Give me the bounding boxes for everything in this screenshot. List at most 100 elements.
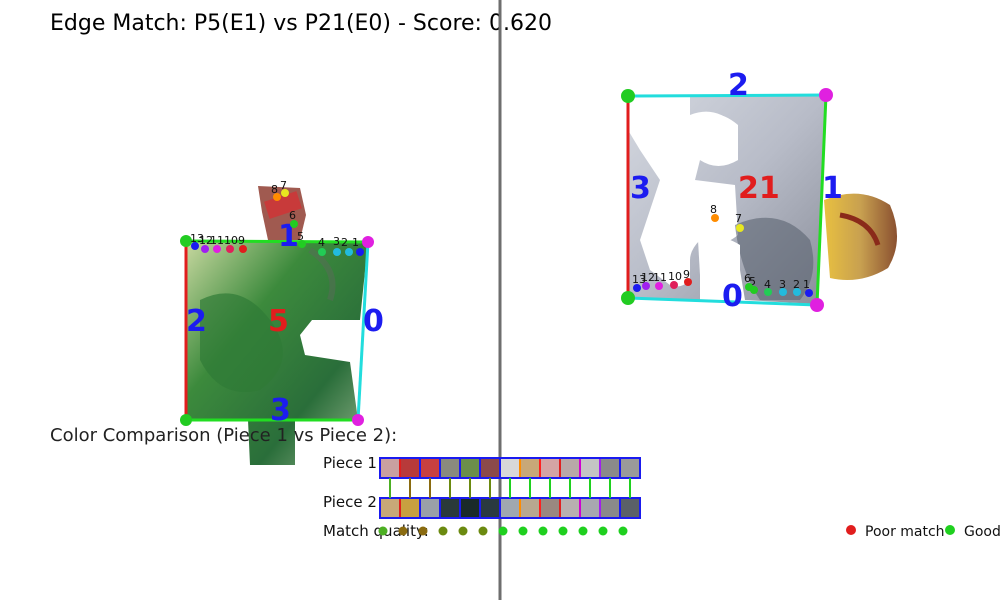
legend-poor-dot [846, 525, 856, 535]
match-quality-dot [459, 527, 468, 536]
left-point-label-1: 1 [352, 236, 359, 249]
piece1-swatch [420, 458, 440, 478]
right-point-label-2: 2 [793, 278, 800, 291]
piece1-swatch [440, 458, 460, 478]
match-quality-dot [399, 527, 408, 536]
piece-left: 0 1 2 3 5 1 2 3 4 5 6 7 8 9 10 [180, 179, 384, 465]
left-point-label-10: 10 [224, 234, 238, 247]
left-point-label-3: 3 [333, 235, 340, 248]
piece2-row-label: Piece 2 [323, 493, 377, 511]
piece2-swatch [560, 498, 580, 518]
right-point-label-9: 9 [683, 268, 690, 281]
color-comparison-panel: Color Comparison (Piece 1 vs Piece 2): P… [50, 425, 640, 540]
right-edge-label-2: 2 [728, 68, 749, 103]
match-quality-dot [559, 527, 568, 536]
right-corner-tr [819, 88, 833, 102]
piece2-swatch [400, 498, 420, 518]
match-quality-dot [419, 527, 428, 536]
match-legend: Poor match Good [846, 524, 1000, 540]
right-corner-tl [621, 89, 635, 103]
left-edge-label-3: 3 [270, 393, 291, 428]
match-quality-dot [499, 527, 508, 536]
match-quality-dot [579, 527, 588, 536]
right-point-label-4: 4 [764, 278, 771, 291]
piece1-swatch [540, 458, 560, 478]
left-point-3 [333, 248, 341, 256]
left-corner-tr [362, 236, 374, 248]
piece1-swatch [620, 458, 640, 478]
match-quality-label: Match quality: [323, 522, 429, 540]
piece2-swatch [380, 498, 400, 518]
color-comparison-title: Color Comparison (Piece 1 vs Piece 2): [50, 425, 397, 446]
match-title: Edge Match: P5(E1) vs P21(E0) - Score: 0… [50, 11, 552, 36]
piece2-swatch [540, 498, 560, 518]
piece1-swatch [480, 458, 500, 478]
piece2-swatch-row [380, 498, 640, 518]
right-point-label-8: 8 [710, 203, 717, 216]
piece-right-notch-top [690, 114, 738, 166]
right-edge-label-1: 1 [822, 171, 843, 206]
piece1-swatch [560, 458, 580, 478]
left-point-label-4: 4 [318, 236, 325, 249]
left-piece-label: 5 [268, 304, 289, 339]
left-edge-label-2: 2 [186, 304, 207, 339]
swatch-connectors [390, 478, 630, 498]
piece2-swatch [500, 498, 520, 518]
match-quality-dot [539, 527, 548, 536]
piece2-swatch [460, 498, 480, 518]
right-point-7 [736, 224, 744, 232]
piece2-swatch [620, 498, 640, 518]
match-quality-dot [379, 527, 388, 536]
piece1-swatch [400, 458, 420, 478]
match-quality-dot [479, 527, 488, 536]
piece1-swatch [500, 458, 520, 478]
match-quality-dot [439, 527, 448, 536]
piece1-swatch [460, 458, 480, 478]
right-edge-label-0: 0 [722, 279, 743, 314]
piece1-swatch [600, 458, 620, 478]
piece1-swatch [580, 458, 600, 478]
right-point-label-6: 6 [744, 272, 751, 285]
right-piece-label: 21 [738, 171, 780, 206]
right-point-label-3: 3 [779, 278, 786, 291]
left-point-2 [345, 248, 353, 256]
piece-right: 0 1 2 3 21 1 2 3 4 5 6 7 8 9 10 [621, 68, 897, 314]
left-point-label-2: 2 [341, 236, 348, 249]
piece1-row-label: Piece 1 [323, 454, 377, 472]
left-point-label-13: 13 [190, 232, 204, 245]
legend-poor-label: Poor match [865, 524, 945, 540]
right-point-label-13: 13 [632, 273, 646, 286]
left-point-label-8: 8 [271, 183, 278, 196]
piece2-swatch [600, 498, 620, 518]
match-quality-dot [519, 527, 528, 536]
piece1-swatch-row [380, 458, 640, 478]
match-quality-dot [599, 527, 608, 536]
left-point-label-5: 5 [297, 230, 304, 243]
piece2-swatch [580, 498, 600, 518]
left-point-1 [356, 248, 364, 256]
piece-right-notch-bottom [698, 237, 740, 280]
right-point-label-10: 10 [668, 270, 682, 283]
right-corner-bl [621, 291, 635, 305]
piece2-swatch [520, 498, 540, 518]
right-point-label-11: 11 [653, 271, 667, 284]
piece2-swatch [420, 498, 440, 518]
piece2-swatch [480, 498, 500, 518]
piece1-swatch [380, 458, 400, 478]
right-corner-br [810, 298, 824, 312]
match-quality-dot [619, 527, 628, 536]
left-point-label-7: 7 [280, 179, 287, 192]
left-point-label-6: 6 [289, 209, 296, 222]
right-edge-label-3: 3 [630, 171, 651, 206]
legend-good-dot [945, 525, 955, 535]
left-point-label-9: 9 [238, 234, 245, 247]
piece2-swatch [440, 498, 460, 518]
legend-good-label: Good [964, 524, 1000, 540]
right-point-label-7: 7 [735, 212, 742, 225]
right-edge-2 [628, 95, 826, 96]
right-point-label-1: 1 [803, 278, 810, 291]
piece-right-tab [824, 194, 897, 280]
left-edge-label-0: 0 [363, 304, 384, 339]
piece1-swatch [520, 458, 540, 478]
